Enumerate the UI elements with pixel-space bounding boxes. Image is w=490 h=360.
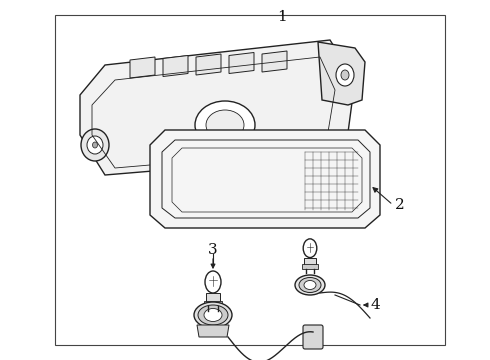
Text: 3: 3	[208, 243, 218, 257]
Ellipse shape	[87, 136, 103, 154]
FancyBboxPatch shape	[303, 325, 323, 349]
Ellipse shape	[299, 278, 321, 292]
Ellipse shape	[195, 101, 255, 149]
Ellipse shape	[303, 239, 317, 257]
Ellipse shape	[204, 309, 222, 321]
Text: 2: 2	[395, 198, 405, 212]
Polygon shape	[197, 325, 229, 337]
Ellipse shape	[341, 70, 349, 80]
Polygon shape	[163, 55, 188, 77]
Bar	[204, 301, 222, 306]
Polygon shape	[150, 130, 380, 228]
Bar	[304, 257, 316, 266]
Ellipse shape	[93, 142, 98, 148]
Polygon shape	[196, 54, 221, 75]
Polygon shape	[229, 53, 254, 73]
Ellipse shape	[206, 110, 244, 140]
Bar	[302, 264, 318, 269]
Text: 1: 1	[277, 10, 287, 24]
Polygon shape	[130, 57, 155, 78]
Polygon shape	[262, 51, 287, 72]
Ellipse shape	[295, 275, 325, 295]
Bar	[206, 293, 220, 303]
Polygon shape	[318, 42, 365, 105]
Ellipse shape	[304, 280, 316, 289]
Text: 4: 4	[370, 298, 380, 312]
Ellipse shape	[336, 64, 354, 86]
Ellipse shape	[81, 129, 109, 161]
Ellipse shape	[194, 302, 232, 328]
Ellipse shape	[198, 305, 228, 325]
Ellipse shape	[205, 271, 221, 293]
Bar	[55, 15, 445, 345]
Polygon shape	[80, 40, 355, 175]
